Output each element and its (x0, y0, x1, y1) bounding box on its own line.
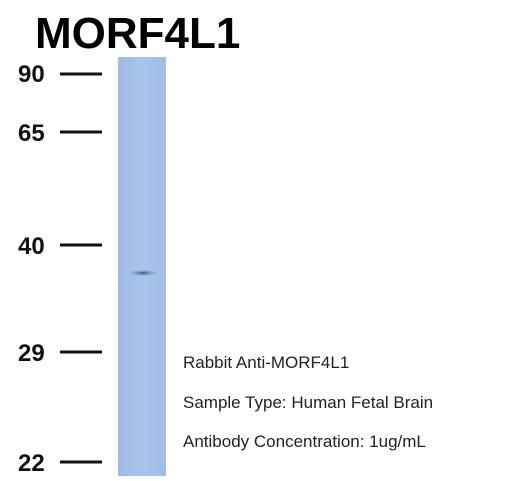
annotation: Antibody Concentration: 1ug/mL (183, 432, 426, 451)
marker-label: 40 (18, 233, 45, 260)
page: MORF4L1 90 65 40 29 22 Rabbit Anti-MORF4… (0, 0, 514, 481)
annotation: Rabbit Anti-MORF4L1 (183, 353, 349, 372)
marker-label: 90 (18, 61, 45, 88)
gel-lane (118, 57, 166, 476)
western-blot: MORF4L1 90 65 40 29 22 Rabbit Anti-MORF4… (0, 0, 514, 481)
marker-label: 22 (18, 450, 45, 477)
blot-title: MORF4L1 (35, 9, 240, 58)
protein-band (127, 270, 159, 277)
marker-label: 29 (18, 340, 45, 367)
marker-label: 65 (18, 120, 45, 147)
annotation: Sample Type: Human Fetal Brain (183, 393, 433, 412)
